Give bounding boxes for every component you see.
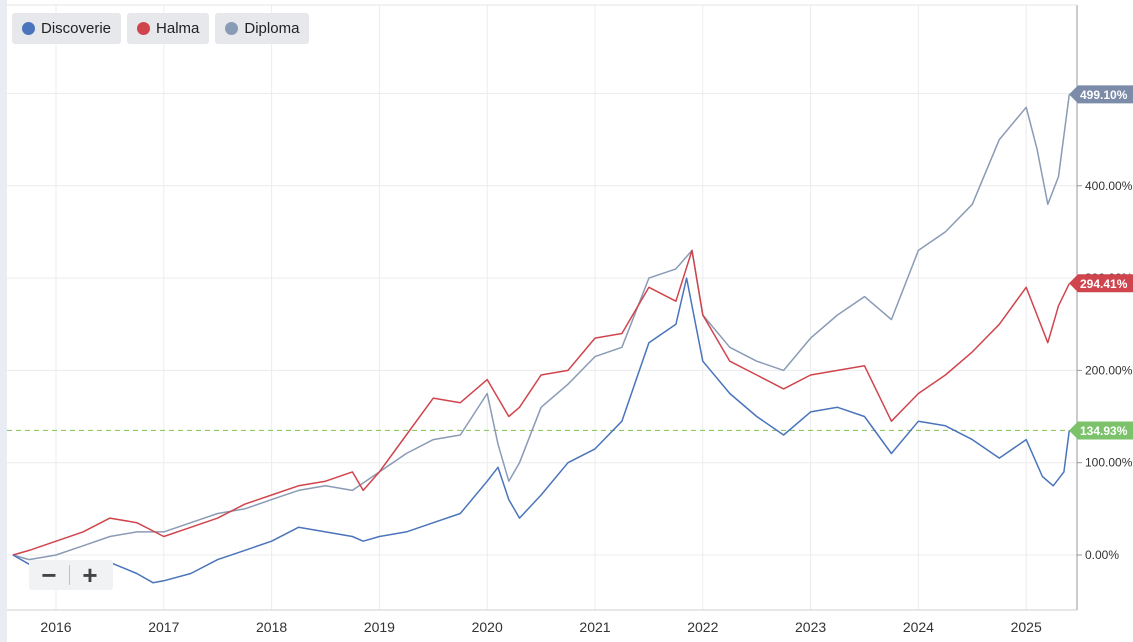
- zoom-separator: [69, 565, 70, 585]
- legend: Discoverie Halma Diploma: [12, 13, 310, 44]
- zoom-in-button[interactable]: +: [82, 560, 98, 590]
- series-line-halma: [12, 249, 1070, 556]
- y-tick-label: 100.00%: [1085, 456, 1133, 470]
- series-line-diploma: [12, 94, 1071, 561]
- x-tick-label: 2016: [40, 619, 71, 635]
- discoverie-color-dot: [22, 22, 35, 35]
- x-tick-label: 2021: [579, 619, 610, 635]
- legend-item-diploma[interactable]: Diploma: [215, 13, 310, 44]
- series-line-discoverie: [12, 277, 1071, 584]
- zoom-control: − +: [29, 560, 113, 590]
- diploma-color-dot: [225, 22, 239, 35]
- legend-label: Discoverie: [41, 20, 112, 37]
- axis-layer: 2016 2017 2018 2019 2020 2021 2022 2023 2024 2025…: [7, 4, 1133, 635]
- legend-label: Diploma: [244, 20, 300, 37]
- x-tick-label: 2024: [903, 619, 934, 635]
- halma-color-dot: [137, 22, 151, 35]
- legend-label: Halma: [156, 20, 200, 37]
- x-tick-label: 2018: [256, 619, 287, 635]
- end-value-label: 134.93%: [1080, 424, 1128, 438]
- y-tick-label: 0.00%: [1085, 548, 1119, 562]
- end-value-tag: [1069, 421, 1133, 440]
- zoom-out-button[interactable]: −: [41, 560, 57, 590]
- y-tick-label: 200.00%: [1085, 363, 1133, 377]
- x-tick-label: 2019: [364, 619, 395, 635]
- grid-lines: [7, 5, 1077, 610]
- x-tick-label: 2022: [687, 619, 718, 635]
- y-tick-label: 400.00%: [1085, 179, 1133, 193]
- x-tick-label: 2025: [1011, 619, 1042, 635]
- end-value-tag: [1069, 274, 1133, 293]
- legend-item-discoverie[interactable]: Discoverie: [12, 13, 122, 44]
- left-edge-strip: [0, 0, 7, 642]
- end-value-label: 294.41%: [1080, 277, 1128, 291]
- series-layer: [12, 94, 1071, 584]
- x-tick-label: 2017: [148, 619, 179, 635]
- end-value-label: 499.10%: [1080, 88, 1128, 102]
- legend-item-halma[interactable]: Halma: [127, 13, 210, 44]
- end-value-tag: [1069, 85, 1133, 104]
- end-label-layer: 499.10% 294.41% 134.93%: [1069, 85, 1133, 440]
- x-tick-label: 2020: [472, 619, 503, 635]
- x-tick-label: 2023: [795, 619, 826, 635]
